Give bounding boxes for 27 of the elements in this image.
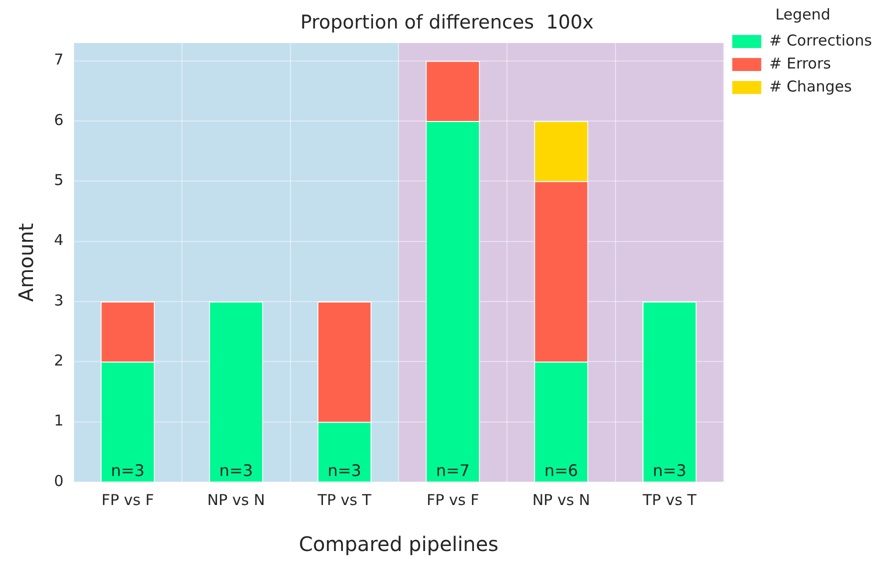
legend-label: # Corrections <box>769 31 872 50</box>
y-tick-label: 6 <box>54 110 64 129</box>
chart-title: Proportion of differences 100x <box>300 11 594 34</box>
y-tick-label: 0 <box>54 472 64 490</box>
y-tick-label: 2 <box>54 352 64 370</box>
x-tick-label: NP vs N <box>207 490 265 509</box>
total-label: n=3 <box>328 461 362 480</box>
x-tick-label: FP vs F <box>426 490 480 509</box>
x-tick-label: TP vs T <box>316 490 372 509</box>
total-label: n=3 <box>652 461 686 480</box>
y-tick-label: 5 <box>54 171 64 190</box>
x-tick-label: FP vs F <box>101 490 154 509</box>
legend-label: # Errors <box>769 54 832 72</box>
y-axis-title: Amount <box>14 222 38 302</box>
x-axis-title: Compared pipelines <box>298 532 498 556</box>
total-label: n=3 <box>219 461 253 480</box>
legend-label: # Changes <box>769 77 852 96</box>
y-tick-label: 7 <box>54 50 64 69</box>
total-label: n=3 <box>110 461 145 480</box>
y-tick-label: 3 <box>54 291 64 310</box>
x-tick-label: NP vs N <box>532 490 590 509</box>
total-label: n=7 <box>436 461 470 480</box>
y-tick-label: 4 <box>54 231 64 250</box>
y-tick-label: 1 <box>54 412 64 430</box>
x-tick-label: TP vs T <box>642 490 698 509</box>
legend-title: Legend <box>775 5 830 24</box>
total-label: n=6 <box>544 461 578 480</box>
